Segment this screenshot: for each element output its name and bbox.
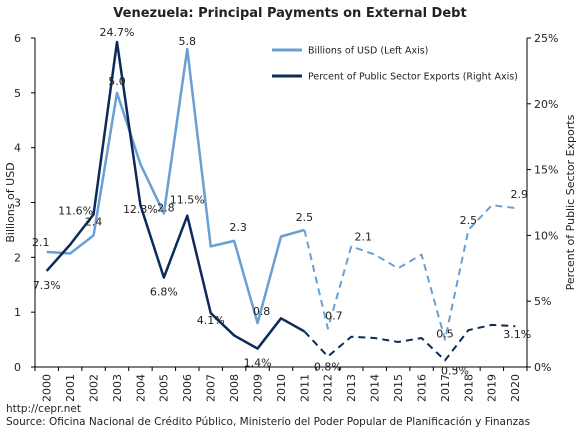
data-label-s1-2004: 12.3% — [123, 203, 158, 216]
data-label-s1-2005: 6.8% — [150, 286, 178, 299]
data-label-s1-2009: 1.4% — [244, 357, 272, 370]
right-tick-label: 5% — [534, 295, 551, 308]
series-1-actual-line — [45, 40, 306, 350]
footer-url: http://cepr.net — [6, 403, 81, 415]
series-0-actual-line — [46, 47, 305, 325]
data-label-s0-2002: 2.4 — [85, 215, 103, 228]
data-label-s0-2008: 2.3 — [229, 221, 247, 234]
x-tick-label: 2003 — [111, 374, 124, 402]
data-labels: 2.1 2.4 5.0 2.8 5.8 2.3 0.8 2.5 0.7 2.1 0.5 2.5 2.9 7… — [32, 26, 531, 377]
series-0-projected-line — [303, 204, 516, 341]
left-tick-label: 0 — [14, 361, 21, 374]
right-tick-label: 20% — [534, 98, 558, 111]
data-label-s1-2020: 3.1% — [503, 328, 531, 341]
data-label-s0-2005: 2.8 — [157, 201, 175, 214]
x-tick-label: 2001 — [64, 374, 77, 402]
x-tick-label: 2020 — [509, 374, 522, 402]
left-tick-label: 1 — [14, 306, 21, 319]
x-tick-label: 2007 — [205, 374, 218, 402]
right-tick-label: 15% — [534, 164, 558, 177]
x-tick-label: 2005 — [158, 374, 171, 402]
data-label-s1-2007: 4.1% — [197, 314, 225, 327]
x-tick-label: 2002 — [87, 374, 100, 402]
x-tick-label: 2018 — [462, 374, 475, 402]
right-tick-label: 0% — [534, 361, 551, 374]
data-label-s1-2003: 24.7% — [100, 26, 135, 39]
x-tick-label: 2019 — [486, 374, 499, 402]
data-label-s0-2020: 2.9 — [511, 188, 529, 201]
data-label-s1-2006: 11.5% — [170, 194, 205, 207]
data-label-s0-2009: 0.8 — [253, 305, 271, 318]
legend: Billions of USD (Left Axis) Percent of Pu… — [272, 46, 518, 83]
left-tick-label: 4 — [14, 142, 21, 155]
right-axis-title: Percent of Public Sector Exports — [564, 114, 577, 290]
right-tick-label: 25% — [534, 32, 558, 45]
x-tick-label: 2009 — [251, 374, 264, 402]
data-label-s1-2000: 7.3% — [33, 279, 61, 292]
legend-label-1: Percent of Public Sector Exports (Right … — [308, 72, 518, 83]
right-tick-label: 10% — [534, 229, 558, 242]
x-tick-label: 2017 — [439, 374, 452, 402]
data-label-s0-2003: 5.0 — [108, 75, 126, 88]
footer-source: Source: Oficina Nacional de Crédito Públ… — [6, 416, 531, 428]
left-axis-title: Billions of USD — [4, 162, 17, 242]
x-tick-label: 2012 — [322, 374, 335, 402]
left-tick-label: 3 — [14, 197, 21, 210]
data-label-s0-2017: 0.5 — [436, 328, 454, 341]
x-tick-label: 2015 — [392, 374, 405, 402]
data-label-s1-2017: 0.5% — [441, 364, 469, 377]
x-tick-label: 2011 — [298, 374, 311, 402]
x-tick-label: 2008 — [228, 374, 241, 402]
x-tick-label: 2016 — [415, 374, 428, 402]
data-label-s0-2000: 2.1 — [32, 236, 50, 249]
data-label-s0-2012: 0.7 — [325, 310, 343, 323]
left-tick-label: 2 — [14, 251, 21, 264]
left-tick-label: 5 — [14, 87, 21, 100]
left-tick-label: 6 — [14, 32, 21, 45]
chart-title: Venezuela: Principal Payments on Externa… — [113, 6, 466, 21]
legend-label-0: Billions of USD (Left Axis) — [308, 46, 428, 57]
x-tick-label: 2000 — [41, 374, 54, 402]
data-label-s0-2006: 5.8 — [179, 35, 197, 48]
x-tick-label: 2013 — [345, 374, 358, 402]
x-tick-label: 2006 — [181, 374, 194, 402]
series-1-projected-line — [303, 323, 516, 362]
x-tick-label: 2010 — [275, 374, 288, 402]
x-tick-label: 2014 — [369, 374, 382, 402]
data-label-s1-2012: 0.8% — [314, 360, 342, 373]
x-tick-label: 2004 — [134, 374, 147, 402]
data-label-s0-2013: 2.1 — [355, 230, 373, 243]
data-label-s0-2011: 2.5 — [296, 211, 314, 224]
data-label-s0-2018: 2.5 — [460, 214, 478, 227]
series-lines — [45, 40, 516, 362]
data-label-s1-2002: 11.6% — [58, 204, 93, 217]
axes: 0 1 2 3 4 5 6 0% 5% 10% 15% 20% 25% 2000 2001 2002 2003 2… — [4, 32, 577, 402]
